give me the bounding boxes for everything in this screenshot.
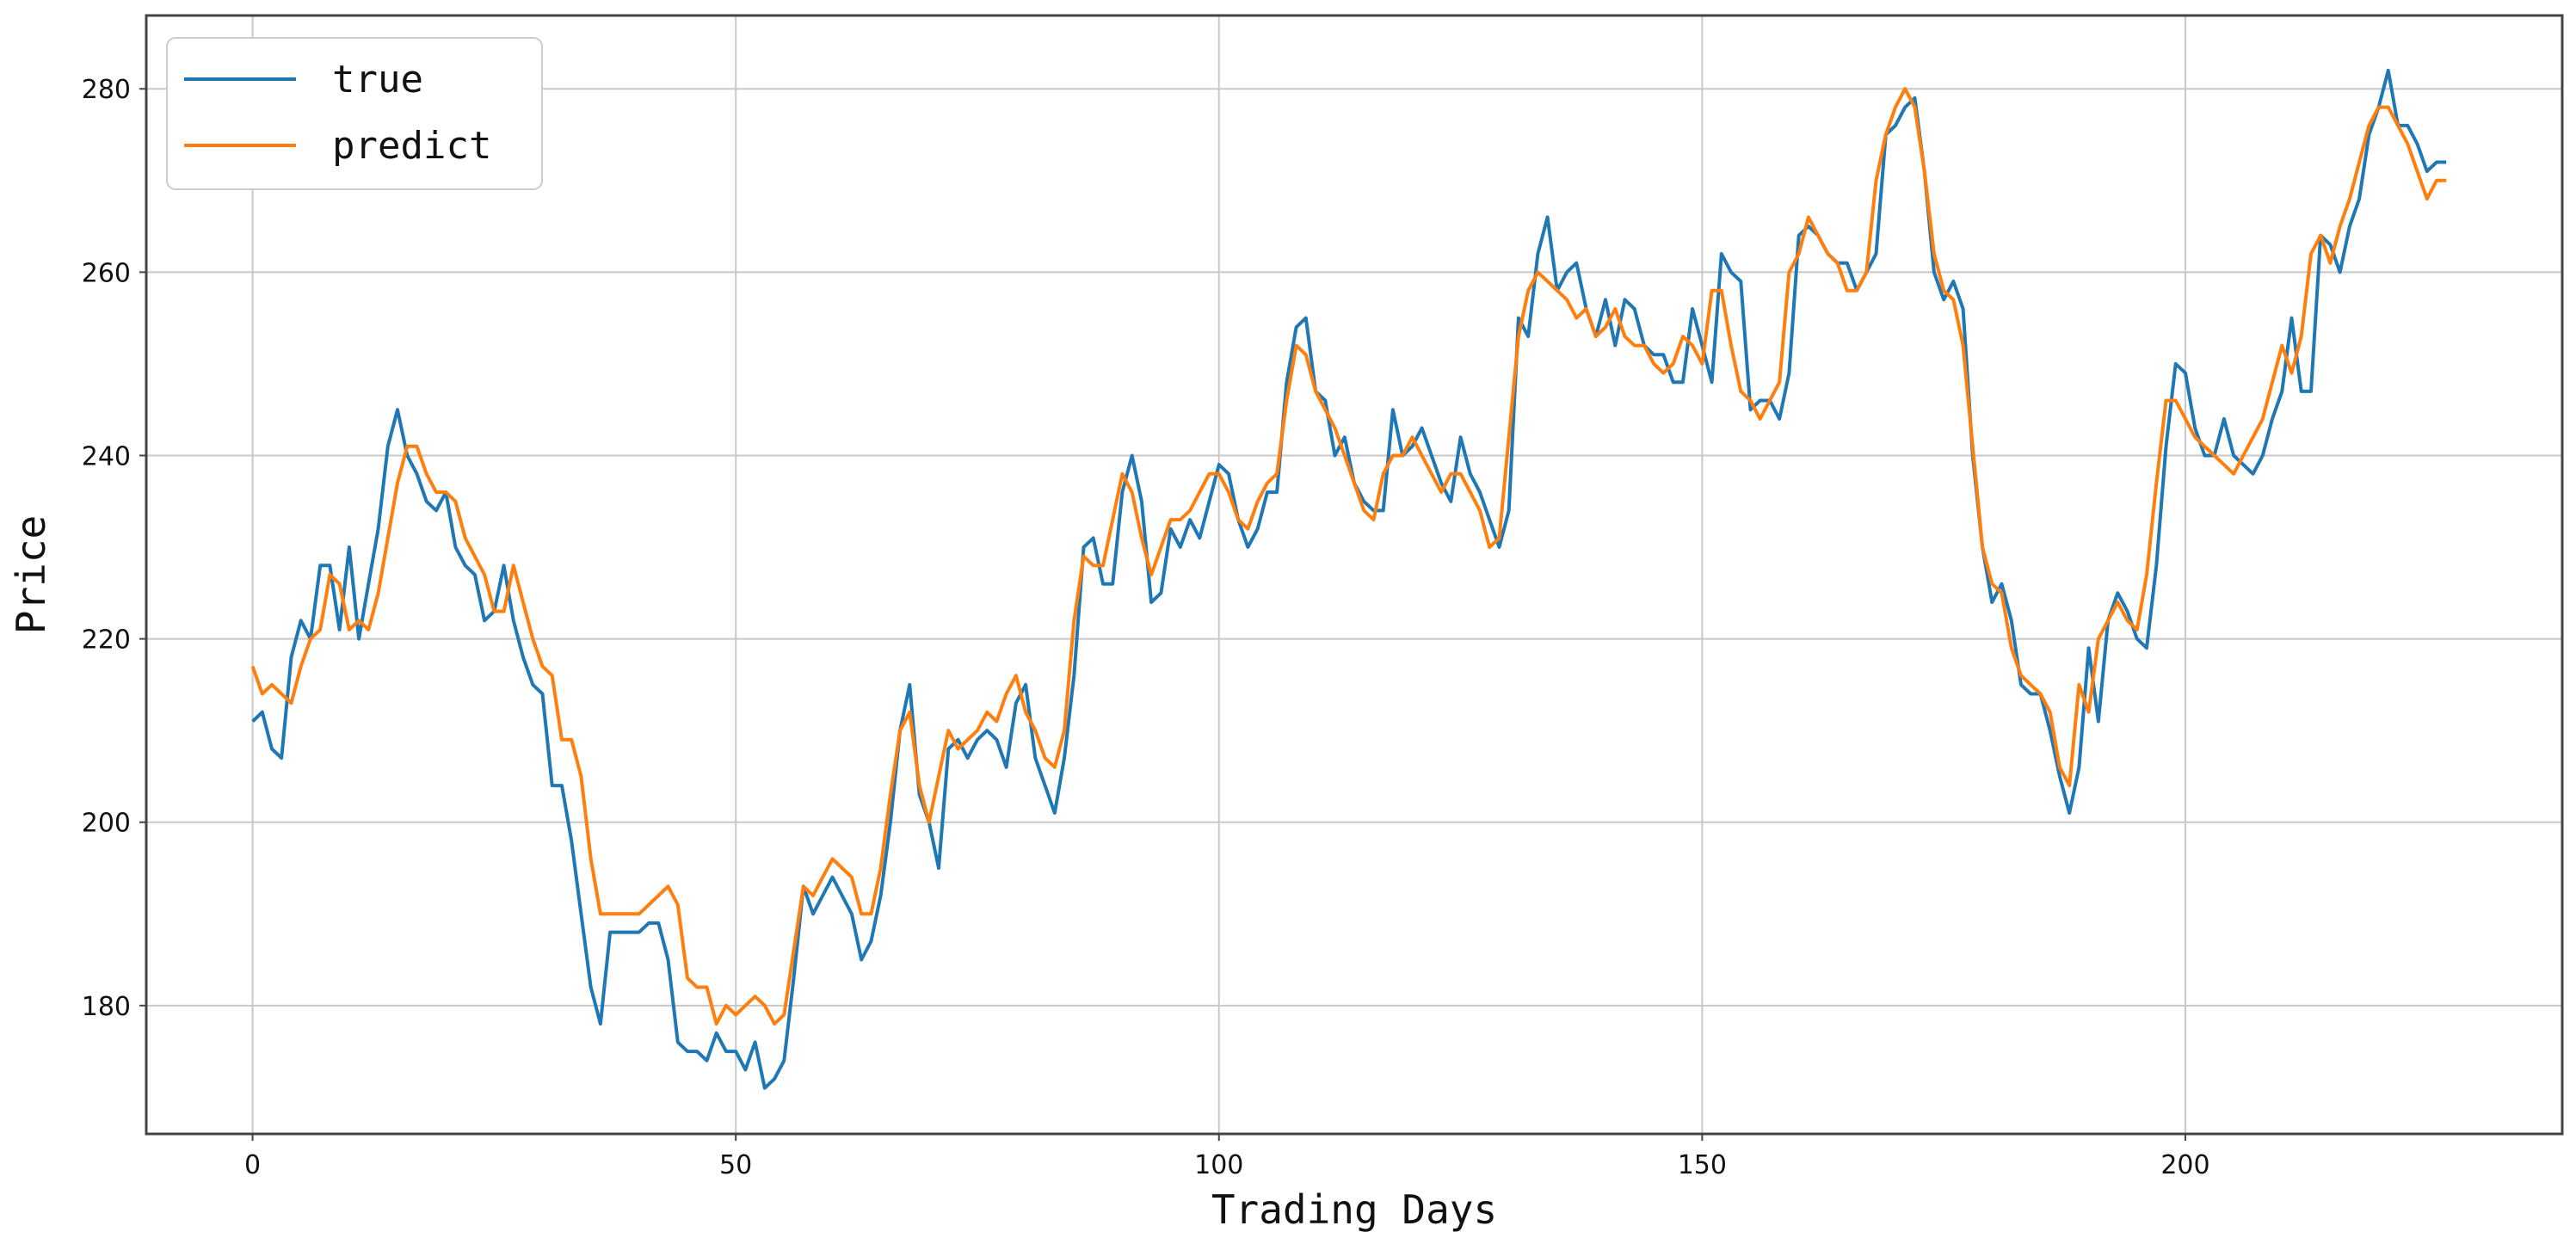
legend-predict-label: predict xyxy=(332,124,491,168)
x-tick-label: 100 xyxy=(1194,1150,1243,1180)
legend: true predict xyxy=(166,37,543,190)
series-line-true xyxy=(251,68,2447,1090)
y-tick-label: 180 xyxy=(82,992,131,1022)
x-tick-label: 200 xyxy=(2160,1150,2209,1180)
legend-box xyxy=(166,37,543,190)
y-axis-label: Price xyxy=(8,515,54,634)
x-axis-label: Trading Days xyxy=(1211,1186,1497,1233)
gridlines xyxy=(146,15,2562,1134)
y-tick-label: 260 xyxy=(82,258,131,288)
x-tick-label: 0 xyxy=(244,1150,261,1180)
series-line-predict xyxy=(250,87,2447,1026)
x-tick-label: 150 xyxy=(1678,1150,1727,1180)
x-tick-label: 50 xyxy=(719,1150,752,1180)
series-layer xyxy=(250,68,2447,1090)
y-tick-label: 240 xyxy=(82,441,131,471)
y-tick-label: 280 xyxy=(82,75,131,105)
plot-frame xyxy=(145,14,2564,1136)
plot-background xyxy=(146,15,2562,1134)
y-tick-label: 220 xyxy=(82,625,131,656)
y-tick-label: 200 xyxy=(82,809,131,839)
legend-true-label: true xyxy=(332,58,423,102)
ticks: 0 50 100 150 200 180 200 220 240 260 280 xyxy=(82,75,2210,1180)
